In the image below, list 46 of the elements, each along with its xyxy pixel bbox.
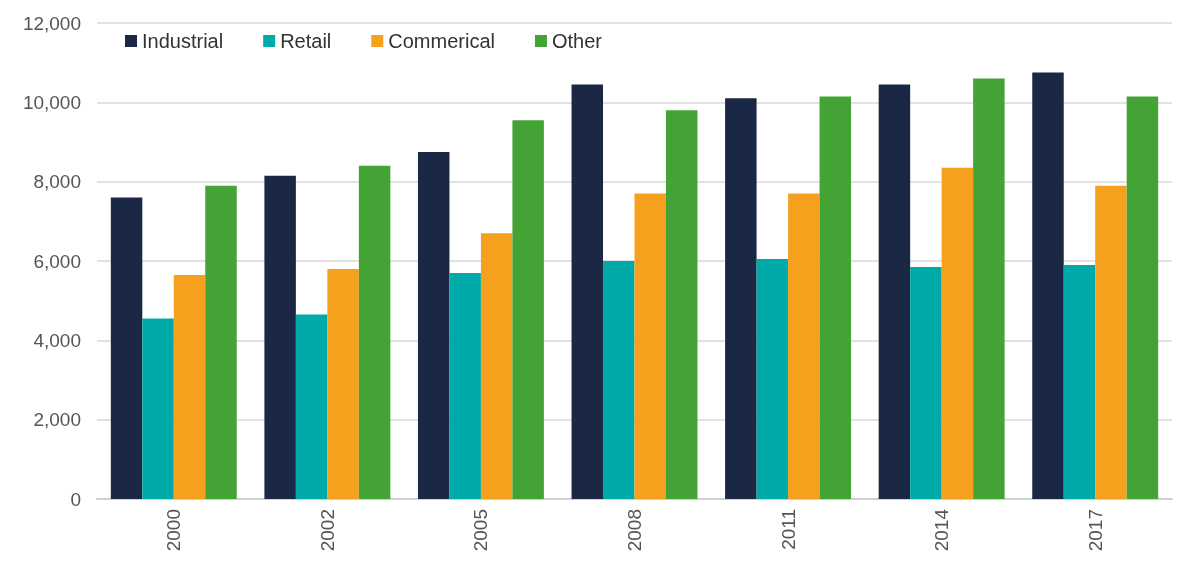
bar (205, 185, 237, 499)
bar (327, 268, 359, 499)
bar (512, 120, 544, 499)
x-tick-label: 2005 (470, 509, 492, 552)
x-tick-label: 2000 (163, 509, 185, 552)
x-tick-label: 2002 (316, 509, 338, 552)
bar (110, 197, 143, 499)
bar (878, 84, 911, 499)
x-tick-label: 2008 (624, 509, 645, 552)
bar (1032, 72, 1064, 499)
bar (1063, 264, 1096, 499)
bar (756, 259, 789, 499)
y-tick-label: 10,000 (22, 91, 81, 113)
legend-label: Commerical (388, 30, 495, 52)
bar (571, 84, 604, 499)
bar (788, 193, 820, 499)
x-tick-label: 2014 (931, 508, 953, 552)
bar (665, 110, 698, 499)
y-tick-label: 2,000 (33, 409, 81, 431)
y-tick-label: 6,000 (33, 250, 81, 272)
bar (480, 233, 513, 499)
bar (173, 274, 206, 499)
y-tick-label: 12,000 (22, 12, 81, 34)
y-tick-label: 8,000 (33, 171, 81, 193)
bar (1095, 185, 1127, 499)
bar (264, 175, 296, 499)
bar (449, 272, 481, 499)
y-tick-label: 4,000 (33, 329, 81, 351)
bar (142, 318, 174, 499)
y-tick-label: 0 (70, 488, 81, 510)
bar (358, 165, 391, 499)
bar (295, 314, 328, 499)
bar (634, 193, 666, 499)
bar (973, 78, 1005, 499)
bar (603, 261, 635, 499)
legend-label: Industrial (142, 30, 224, 52)
bar (819, 96, 852, 499)
bar (941, 167, 974, 499)
bar (417, 151, 450, 499)
x-tick-label: 2011 (777, 509, 799, 550)
legend-label: Retail (280, 30, 332, 52)
bar (1126, 96, 1159, 499)
bar (725, 98, 757, 499)
bar (910, 266, 942, 499)
x-tick-label: 2017 (1084, 509, 1106, 552)
legend-label: Other (551, 30, 603, 52)
